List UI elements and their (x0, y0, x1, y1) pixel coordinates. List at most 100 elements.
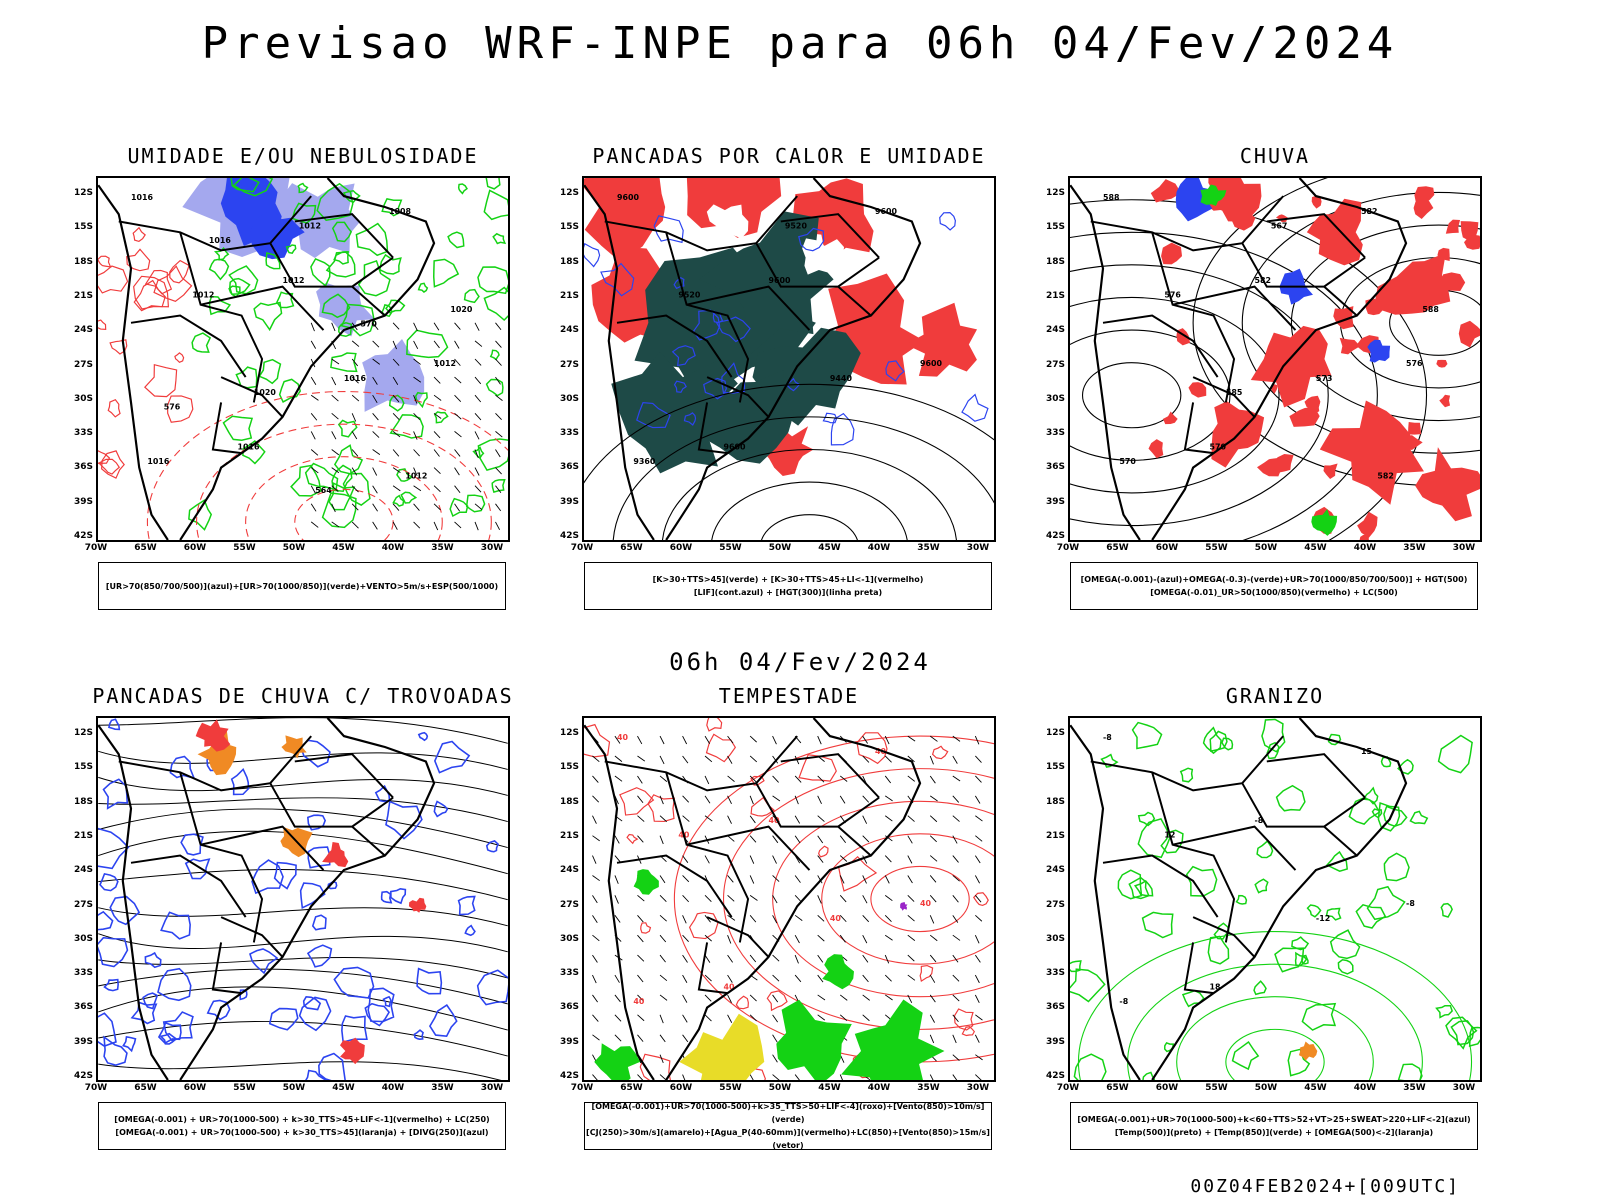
wind-vector (413, 467, 418, 476)
lat-tick-label: 15S (73, 762, 93, 773)
wind-vector (727, 835, 735, 842)
country-border (179, 232, 264, 403)
contour-line (1070, 296, 1280, 494)
legend-line: [OMEGA(-0.001)+UR>70(1000-500)+k>35_TTS>… (591, 1102, 985, 1124)
temp850-contour-green (1329, 929, 1361, 960)
wind-vector (331, 503, 336, 513)
wind-vector (495, 358, 502, 366)
rain-area-red (1436, 359, 1448, 368)
temp850-contour-green (1137, 811, 1156, 827)
lon-tick-label: 60W (183, 543, 207, 553)
divergence-contour-blue (413, 1029, 424, 1040)
wind-vector (929, 835, 937, 843)
wind-vector (884, 775, 892, 784)
wind-vector (704, 815, 713, 822)
lon-tick-label: 45W (332, 543, 355, 553)
wind-vector (907, 895, 915, 902)
lat-tick-label: 15S (73, 222, 93, 233)
humidity-contour-green (222, 415, 254, 441)
country-border (706, 376, 770, 418)
map-canvas (98, 718, 508, 1080)
lon-tick-label: 35W (917, 1083, 940, 1093)
wind-vector (372, 413, 379, 421)
wind-vector (817, 735, 822, 745)
wind-vector (704, 994, 712, 1002)
water-contour-red (837, 855, 878, 892)
lon-tick-label: 60W (183, 1083, 207, 1093)
contour-label: 570 (1210, 443, 1227, 452)
temp850-contour-green (1231, 1040, 1260, 1071)
contour-label: -8 (1103, 733, 1112, 742)
country-border (130, 314, 247, 378)
wind-vector (592, 1014, 599, 1022)
lat-tick-label: 39S (559, 496, 579, 507)
temp850-contour-green (1209, 730, 1228, 753)
wind-vector (817, 994, 826, 1001)
wind-vector (495, 485, 502, 493)
wind-vector (704, 915, 711, 923)
contour-line (723, 768, 994, 1030)
wind-vector (592, 875, 600, 882)
wind-vector (637, 1014, 645, 1022)
contour-label: 9520 (785, 222, 808, 231)
wind-vector (772, 954, 780, 962)
lat-tick-label: 33S (559, 968, 579, 979)
water-contour-red (961, 1026, 976, 1037)
wind-vector (413, 322, 418, 332)
lat-tick-label: 21S (73, 830, 93, 841)
wind-vector (454, 358, 461, 366)
lon-tick-label: 60W (1155, 1083, 1179, 1093)
lat-tick-label: 15S (559, 762, 579, 773)
wind-vector (884, 994, 893, 1001)
lat-tick-label: 21S (559, 290, 579, 301)
wind-vector (952, 974, 960, 982)
wind-vector (413, 449, 420, 457)
wind-vector (929, 815, 938, 823)
water-contour-red (856, 732, 888, 765)
temp850-contour-green (1306, 904, 1322, 918)
coastline (1070, 184, 1141, 540)
thickness-contour-red (174, 352, 185, 363)
wind-vector (614, 875, 619, 884)
rain-area-red (1163, 411, 1178, 425)
wind-vector (351, 413, 357, 422)
wind-vector (727, 775, 735, 782)
wind-vector (862, 994, 870, 1001)
humidity-contour-green (331, 221, 353, 243)
wind-vector (682, 974, 688, 983)
wind-vector (929, 1014, 935, 1023)
rain-area-red (1306, 198, 1363, 266)
lat-tick-label: 27S (559, 899, 579, 910)
temp850-contour-green (1440, 902, 1453, 918)
contour-label: 9600 (769, 276, 792, 285)
wind-vector (310, 503, 317, 512)
wind-vector (952, 875, 960, 882)
wind-vector (310, 521, 319, 528)
wind-vector (974, 855, 981, 864)
coastline (98, 724, 169, 1080)
thickness-contour-red (153, 265, 193, 303)
wind-vector (454, 431, 462, 438)
wind-vector (839, 795, 846, 804)
wind-vector (351, 485, 359, 493)
wind-vector (637, 894, 645, 902)
wind-vector (413, 412, 421, 421)
contour-line (1070, 231, 1378, 540)
lon-tick-label: 35W (431, 543, 454, 553)
wind-vector (794, 795, 799, 805)
wind-vector (704, 954, 711, 963)
wind-vector (884, 855, 892, 863)
wind-vector (659, 914, 667, 922)
country-border (755, 242, 880, 288)
lif-contour-blue (636, 401, 671, 429)
country-border (686, 825, 811, 871)
wind-vector (495, 340, 502, 348)
wind-vector (637, 1074, 644, 1080)
divergence-contour-blue (157, 967, 192, 1002)
wind-vector (974, 875, 980, 884)
wind-vector (682, 934, 689, 943)
temp850-contour-green (1383, 852, 1410, 882)
country-border (351, 285, 386, 317)
wind-vector (659, 934, 667, 943)
country-border (616, 854, 733, 918)
